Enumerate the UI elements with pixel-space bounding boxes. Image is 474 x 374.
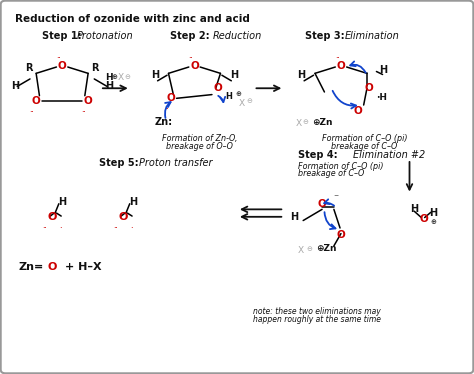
Text: happen roughly at the same time: happen roughly at the same time: [253, 315, 382, 324]
Text: O: O: [214, 83, 222, 93]
Text: O: O: [47, 262, 56, 272]
Text: Zn:: Zn:: [155, 117, 173, 127]
Text: H: H: [297, 70, 305, 80]
Text: X: X: [298, 246, 304, 255]
Text: X: X: [239, 99, 245, 108]
Text: O: O: [32, 96, 40, 106]
Text: ⊖: ⊖: [246, 98, 252, 104]
Text: H: H: [290, 212, 298, 222]
Text: H: H: [58, 197, 66, 207]
Text: H: H: [105, 82, 113, 91]
Text: breakage of O–O: breakage of O–O: [166, 141, 233, 150]
Text: Step 1:: Step 1:: [42, 31, 82, 41]
Text: O: O: [166, 93, 175, 102]
Text: ⋅: ⋅: [59, 224, 62, 233]
Text: H: H: [225, 92, 232, 101]
Text: O: O: [365, 83, 374, 93]
Text: ⋅⋅: ⋅⋅: [335, 53, 339, 62]
Text: Formation of C–O (pi): Formation of C–O (pi): [322, 134, 407, 143]
Text: Formation of Zn-O,: Formation of Zn-O,: [162, 134, 237, 143]
Text: ⋅H: ⋅H: [376, 93, 387, 102]
Text: ⊖: ⊖: [302, 119, 309, 125]
Text: ⊕: ⊕: [236, 91, 241, 97]
Text: ⊕Zn: ⊕Zn: [317, 244, 337, 253]
Text: Elimination #2: Elimination #2: [353, 150, 425, 160]
Text: R: R: [91, 63, 99, 73]
Text: note: these two eliminations may: note: these two eliminations may: [254, 307, 381, 316]
Text: Step 3:: Step 3:: [305, 31, 344, 41]
Text: Step 4:: Step 4:: [299, 150, 338, 160]
Text: O: O: [337, 61, 346, 71]
Text: Formation of C–O (pi): Formation of C–O (pi): [299, 162, 384, 171]
Text: ⋅⋅: ⋅⋅: [188, 53, 193, 62]
Text: R: R: [25, 63, 33, 73]
Text: O: O: [84, 96, 92, 106]
Text: ⋅⋅: ⋅⋅: [56, 53, 61, 62]
Text: breakage of C–O: breakage of C–O: [299, 169, 365, 178]
Text: ⁻: ⁻: [334, 193, 339, 203]
Text: O: O: [353, 105, 362, 116]
Text: H: H: [380, 65, 388, 75]
Text: ⊕: ⊕: [112, 74, 118, 80]
Text: H: H: [129, 197, 137, 207]
Text: Reduction of ozonide with zinc and acid: Reduction of ozonide with zinc and acid: [15, 14, 250, 24]
Text: ⊖: ⊖: [306, 246, 312, 252]
Text: Elimination: Elimination: [344, 31, 399, 41]
Text: O: O: [48, 212, 57, 222]
Text: ⋅⋅: ⋅⋅: [42, 224, 46, 233]
Text: H: H: [410, 204, 418, 214]
Text: breakage of C–O: breakage of C–O: [331, 141, 398, 150]
Text: X: X: [295, 119, 301, 128]
Text: ⋅⋅: ⋅⋅: [113, 224, 118, 233]
Text: Step 2:: Step 2:: [170, 31, 210, 41]
Text: O: O: [119, 212, 128, 222]
Text: ⊕Zn: ⊕Zn: [312, 118, 332, 127]
Text: ⊕: ⊕: [430, 220, 436, 226]
Text: H: H: [105, 73, 112, 82]
Text: Protonation: Protonation: [76, 31, 133, 41]
Text: H: H: [429, 208, 437, 218]
Text: ⋅⋅: ⋅⋅: [81, 107, 86, 116]
Text: Zn=: Zn=: [19, 262, 44, 272]
Text: O: O: [190, 61, 199, 71]
Text: + H–X: + H–X: [65, 262, 102, 272]
Text: H: H: [229, 70, 238, 80]
Text: X: X: [118, 73, 124, 82]
Text: ⋅⋅: ⋅⋅: [29, 107, 34, 116]
Text: ⋅⋅: ⋅⋅: [164, 104, 168, 113]
Text: Reduction: Reduction: [212, 31, 262, 41]
Text: H: H: [151, 70, 159, 80]
Text: O: O: [419, 214, 428, 224]
Text: O: O: [318, 199, 327, 209]
Text: Proton transfer: Proton transfer: [139, 158, 212, 168]
Text: Step 5:: Step 5:: [99, 158, 139, 168]
Text: O: O: [337, 230, 346, 240]
Text: O: O: [58, 61, 66, 71]
Text: ⊖: ⊖: [124, 74, 130, 80]
Text: ⋅: ⋅: [130, 224, 132, 233]
Text: H: H: [11, 82, 19, 91]
